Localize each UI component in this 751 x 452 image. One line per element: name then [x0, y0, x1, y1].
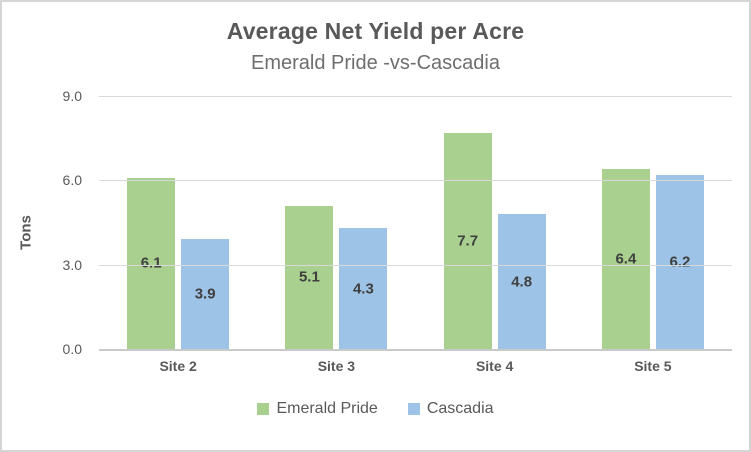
bar-emerald-pride: 6.4 [601, 169, 650, 349]
bar-group: 6.1 3.9 [99, 96, 257, 349]
bar-data-label: 7.7 [457, 232, 479, 250]
x-axis-category-label: Site 2 [159, 358, 197, 374]
x-axis-category-label: Site 5 [634, 358, 672, 374]
x-axis-category-label: Site 4 [475, 358, 514, 374]
bar-groups: 6.1 3.9 5.1 4.3 7.7 4.8 6.4 6.2 [99, 96, 732, 349]
chart-subtitle: Emerald Pride -vs-Cascadia [251, 52, 500, 74]
bar-emerald-pride: 7.7 [443, 132, 492, 349]
bar-data-label: 5.1 [298, 268, 320, 286]
gridline [99, 96, 732, 97]
bar-data-label: 4.8 [511, 273, 533, 291]
bar-emerald-pride: 5.1 [285, 205, 334, 349]
y-tick-label: 3.0 [62, 256, 82, 273]
bar-group: 6.4 6.2 [574, 96, 732, 349]
bar-data-label: 3.9 [194, 285, 216, 303]
chart-title: Average Net Yield per Acre [226, 18, 525, 44]
bar-cascadia: 6.2 [655, 174, 704, 349]
y-axis-ticks: 0.0 3.0 6.0 9.0 [2, 88, 90, 357]
legend-label: Cascadia [426, 400, 494, 417]
gridline [99, 180, 732, 182]
bar-data-label: 6.4 [615, 250, 637, 268]
legend-swatch [407, 403, 420, 415]
bar-cascadia: 4.8 [497, 214, 546, 349]
x-axis-labels: Site 2 Site 3 Site 4 Site 5 [99, 358, 732, 374]
legend-swatch [257, 403, 270, 415]
y-tick-label: 6.0 [62, 172, 82, 189]
legend-label: Emerald Pride [276, 400, 378, 417]
legend-item: Cascadia [407, 400, 494, 418]
y-tick-label: 0.0 [62, 341, 82, 357]
bar-data-label: 6.1 [140, 254, 162, 272]
bar-cascadia: 4.3 [339, 228, 388, 349]
legend: Emerald Pride Cascadia [2, 400, 749, 418]
bar-group: 7.7 4.8 [416, 96, 574, 349]
bar-group: 5.1 4.3 [257, 96, 415, 349]
bar-data-label: 6.2 [669, 253, 691, 271]
gridline [99, 264, 732, 266]
bar-data-label: 4.3 [352, 280, 374, 298]
plot-area: 6.1 3.9 5.1 4.3 7.7 4.8 6.4 6.2 [99, 96, 732, 351]
bar-emerald-pride: 6.1 [127, 177, 176, 349]
bar-cascadia: 3.9 [181, 239, 230, 349]
legend-item: Emerald Pride [257, 400, 378, 418]
x-axis-category-label: Site 3 [317, 358, 356, 374]
y-tick-label: 9.0 [62, 88, 82, 104]
